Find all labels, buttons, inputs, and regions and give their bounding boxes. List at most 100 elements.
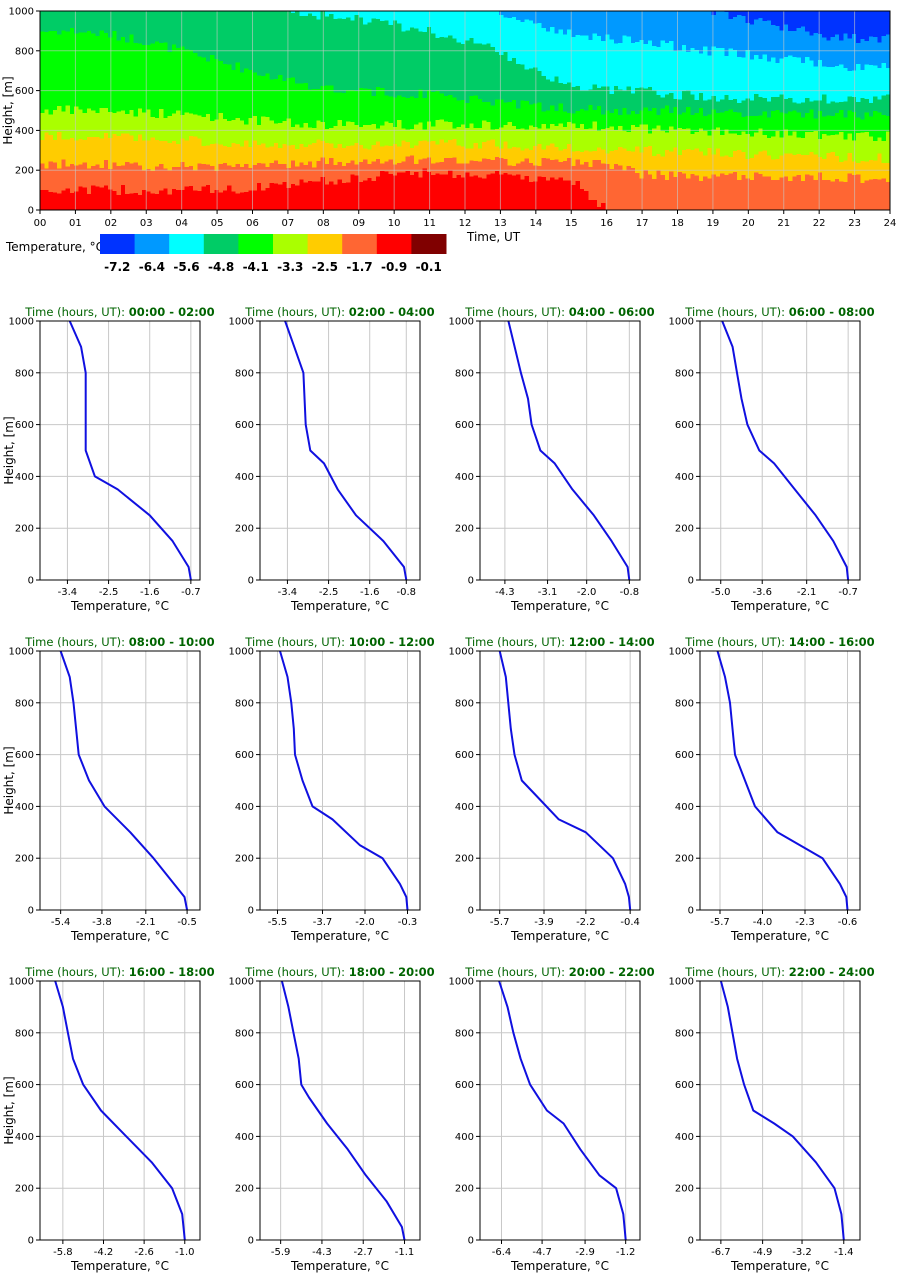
heatmap-cell xyxy=(728,109,734,134)
heatmap-cell xyxy=(847,38,853,71)
heatmap-cell xyxy=(150,137,156,172)
heatmap-cell xyxy=(112,113,118,135)
heatmap-cell xyxy=(805,174,810,210)
heatmap-cell xyxy=(422,31,428,98)
heatmap-cell xyxy=(482,178,487,210)
heatmap-cell xyxy=(698,92,704,108)
heatmap-cell xyxy=(409,148,415,156)
heatmap-cell xyxy=(456,145,462,164)
temperature-profile-line xyxy=(721,320,850,581)
heatmap-cell xyxy=(656,47,662,96)
heatmap-cell xyxy=(669,92,674,113)
y-tick-label: 0 xyxy=(468,1236,474,1247)
heatmap-cell xyxy=(329,181,334,210)
heatmap-cell xyxy=(490,139,496,160)
legend-swatch xyxy=(169,234,205,254)
heatmap-cell xyxy=(460,11,466,45)
heatmap-cell xyxy=(524,158,530,177)
heatmap-cell xyxy=(545,31,551,80)
heatmap-cell xyxy=(579,189,585,210)
heatmap-cell xyxy=(388,123,394,146)
x-tick-label: 22 xyxy=(813,218,826,229)
heatmap-cell xyxy=(596,35,602,88)
y-tick-label: 600 xyxy=(675,1080,694,1091)
heatmap-cell xyxy=(405,129,411,143)
heatmap-cell xyxy=(605,110,611,129)
heatmap-cell xyxy=(830,101,836,116)
heatmap-cell xyxy=(732,49,738,100)
heatmap-cell xyxy=(333,184,339,210)
heatmap-cell xyxy=(596,207,602,210)
heatmap-cell xyxy=(477,177,483,210)
heatmap-cell xyxy=(256,124,262,146)
heatmap-cell xyxy=(231,143,237,168)
heatmap-cell xyxy=(337,179,343,210)
profile-frame xyxy=(479,650,641,911)
heatmap-cell xyxy=(592,84,598,111)
heatmap-cell xyxy=(864,40,870,65)
heatmap-cell xyxy=(779,155,785,178)
heatmap-cell xyxy=(783,113,789,130)
heatmap-cell xyxy=(749,59,755,101)
y-tick-label: 800 xyxy=(15,368,34,379)
y-tick-label: 1000 xyxy=(9,317,34,328)
heatmap-cell xyxy=(397,95,402,120)
temperature-profile-line xyxy=(279,650,409,911)
heatmap-cell xyxy=(541,123,547,150)
heatmap-cell xyxy=(728,133,734,157)
x-axis-label: Temperature, °C xyxy=(290,599,389,613)
heatmap-cell xyxy=(125,42,130,114)
heatmap-cell xyxy=(524,148,530,159)
heatmap-cell xyxy=(783,153,789,177)
heatmap-cell xyxy=(575,86,581,111)
heatmap-cell xyxy=(771,96,776,112)
heatmap-cell xyxy=(822,133,827,159)
y-tick-label: 400 xyxy=(455,802,474,813)
heatmap-cell xyxy=(193,190,198,210)
heatmap-cell xyxy=(384,145,390,162)
y-tick-label: 1000 xyxy=(449,977,474,988)
heatmap-cell xyxy=(741,100,747,117)
heatmap-cell xyxy=(792,176,798,210)
heatmap-cell xyxy=(150,11,156,44)
heatmap-cell xyxy=(346,89,351,122)
heatmap-cell xyxy=(363,180,368,210)
heatmap-cell xyxy=(864,132,870,162)
heatmap-cell xyxy=(252,116,258,141)
heatmap-cell xyxy=(256,75,262,125)
heatmap-cell xyxy=(316,89,322,121)
heatmap-cell xyxy=(486,11,492,44)
heatmap-cell xyxy=(44,168,50,191)
heatmap-cell xyxy=(244,124,249,141)
heatmap-cell xyxy=(537,23,543,71)
legend-label: -1.7 xyxy=(346,260,372,274)
heatmap-cell xyxy=(618,43,623,90)
heatmap-cell xyxy=(771,57,776,97)
heatmap-cell xyxy=(843,67,849,102)
heatmap-cell xyxy=(813,118,819,132)
heatmap-cell xyxy=(822,11,827,38)
heatmap-cell xyxy=(235,163,241,194)
heatmap-cell xyxy=(231,70,237,120)
heatmap-cell xyxy=(431,140,436,164)
heatmap-cell xyxy=(817,60,823,101)
heatmap-cell xyxy=(877,153,883,180)
heatmap-cell xyxy=(499,158,504,175)
heatmap-cell xyxy=(575,110,581,129)
y-tick-label: 0 xyxy=(468,906,474,917)
heatmap-cell xyxy=(868,65,874,103)
heatmap-cell xyxy=(443,37,449,96)
heatmap-cell xyxy=(601,163,606,203)
heatmap-cell xyxy=(571,185,577,210)
heatmap-cell xyxy=(133,192,139,210)
heatmap-cell xyxy=(52,192,58,210)
heatmap-cell xyxy=(554,159,560,180)
heatmap-cell xyxy=(660,11,666,41)
y-axis-label: Height, [m] xyxy=(2,1076,16,1144)
heatmap-cell xyxy=(210,193,215,210)
heatmap-cell xyxy=(885,182,891,210)
heatmap-cell xyxy=(431,163,436,176)
heatmap-cell xyxy=(681,149,687,174)
heatmap-cell xyxy=(452,138,458,158)
x-tick-label: 08 xyxy=(317,218,330,229)
